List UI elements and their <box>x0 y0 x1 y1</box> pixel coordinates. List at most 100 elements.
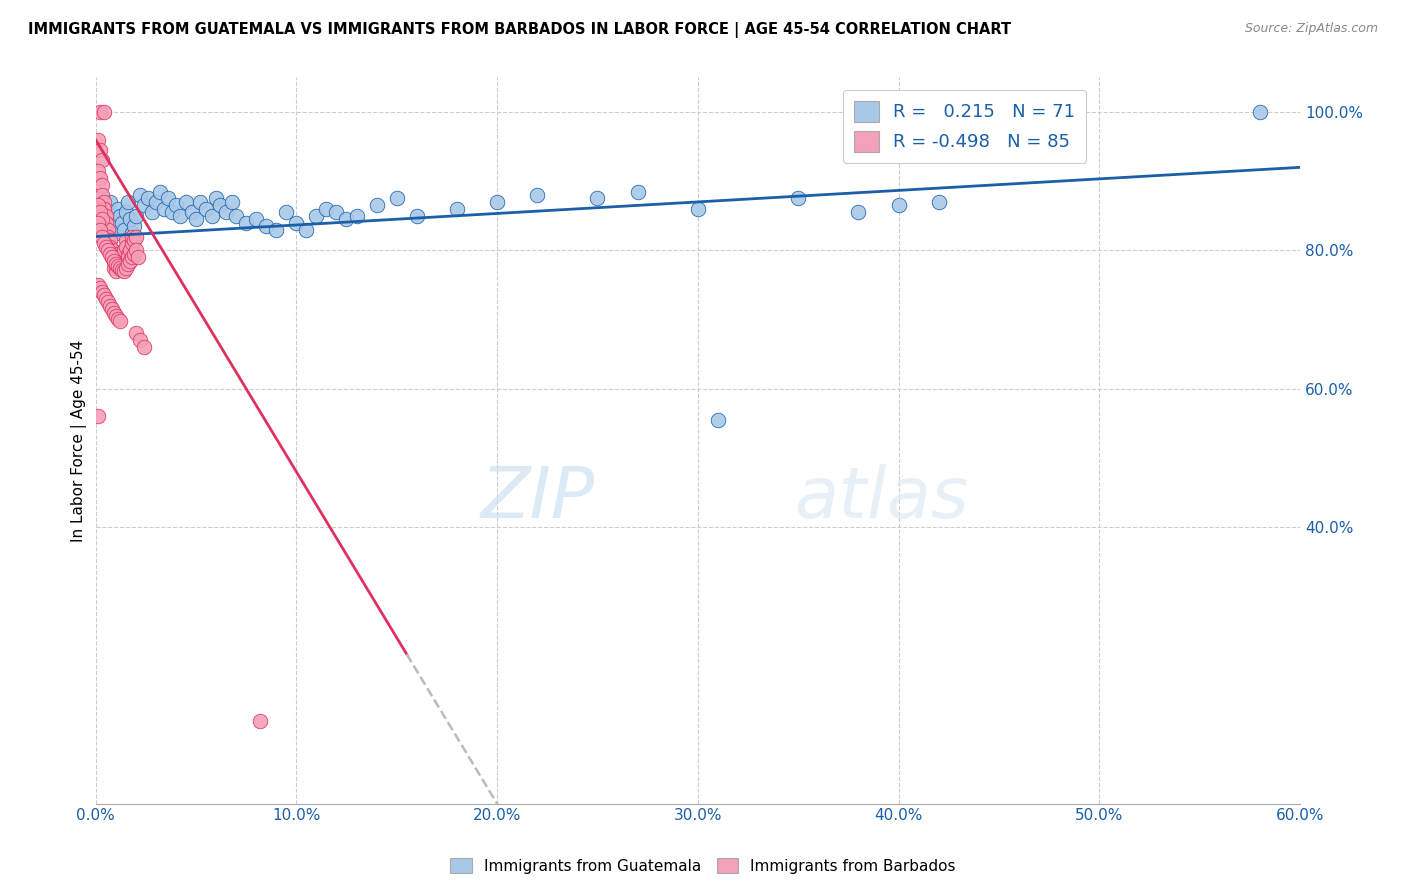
Point <box>125 209 148 223</box>
Y-axis label: In Labor Force | Age 45-54: In Labor Force | Age 45-54 <box>72 339 87 541</box>
Point <box>254 219 277 234</box>
Point <box>446 202 468 216</box>
Point <box>97 295 120 310</box>
Point <box>121 236 143 251</box>
Point <box>86 163 108 178</box>
Point <box>98 299 121 313</box>
Point <box>117 247 139 261</box>
Point <box>94 209 117 223</box>
Point <box>153 202 176 216</box>
Legend: Immigrants from Guatemala, Immigrants from Barbados: Immigrants from Guatemala, Immigrants fr… <box>444 852 962 880</box>
Point <box>149 185 172 199</box>
Point <box>90 212 112 227</box>
Point <box>285 216 308 230</box>
Point <box>111 216 134 230</box>
Point <box>104 257 127 271</box>
Point <box>89 170 111 185</box>
Point <box>276 205 298 219</box>
Point <box>93 202 115 216</box>
Point <box>89 143 111 157</box>
Point <box>121 226 143 240</box>
Point <box>107 202 129 216</box>
Point <box>121 250 143 264</box>
Point <box>93 202 115 216</box>
Point <box>184 212 207 227</box>
Point <box>117 257 139 271</box>
Point <box>93 105 115 120</box>
Point <box>686 202 709 216</box>
Point <box>100 219 122 234</box>
Point <box>181 205 204 219</box>
Point <box>586 191 609 205</box>
Point <box>366 198 388 212</box>
Point <box>125 244 148 258</box>
Point <box>1249 105 1271 120</box>
Point <box>112 250 135 264</box>
Point <box>112 222 135 236</box>
Point <box>100 302 122 317</box>
Point <box>111 253 134 268</box>
Point <box>90 153 112 168</box>
Point <box>121 229 143 244</box>
Point <box>156 191 179 205</box>
Point <box>90 285 112 299</box>
Point <box>249 714 271 728</box>
Point <box>97 205 120 219</box>
Point <box>89 105 111 120</box>
Point <box>97 244 120 258</box>
Point <box>98 247 121 261</box>
Legend: R =   0.215   N = 71, R = -0.498   N = 85: R = 0.215 N = 71, R = -0.498 N = 85 <box>842 90 1087 162</box>
Point <box>165 198 187 212</box>
Point <box>928 194 950 209</box>
Point <box>141 205 163 219</box>
Point <box>108 260 131 275</box>
Point <box>122 247 145 261</box>
Point <box>90 188 112 202</box>
Point <box>104 226 127 240</box>
Point <box>118 244 141 258</box>
Point <box>127 250 149 264</box>
Text: atlas: atlas <box>794 464 969 533</box>
Point <box>100 250 122 264</box>
Point <box>94 240 117 254</box>
Point <box>89 222 111 236</box>
Point <box>335 212 357 227</box>
Point <box>160 205 183 219</box>
Point <box>264 222 287 236</box>
Point <box>122 219 145 234</box>
Point <box>86 209 108 223</box>
Point <box>205 191 228 205</box>
Point <box>108 209 131 223</box>
Point <box>235 216 257 230</box>
Point <box>114 240 136 254</box>
Point <box>86 198 108 212</box>
Point <box>208 198 231 212</box>
Point <box>93 288 115 302</box>
Point <box>325 205 347 219</box>
Point <box>128 188 150 202</box>
Point <box>145 194 167 209</box>
Point <box>94 216 117 230</box>
Point <box>107 247 129 261</box>
Text: IMMIGRANTS FROM GUATEMALA VS IMMIGRANTS FROM BARBADOS IN LABOR FORCE | AGE 45-54: IMMIGRANTS FROM GUATEMALA VS IMMIGRANTS … <box>28 22 1011 38</box>
Point <box>221 194 243 209</box>
Point <box>100 250 122 264</box>
Point <box>887 198 910 212</box>
Point <box>89 205 111 219</box>
Point <box>128 333 150 347</box>
Point <box>405 209 427 223</box>
Point <box>100 244 122 258</box>
Point <box>118 253 141 268</box>
Point <box>132 198 155 212</box>
Point <box>103 212 125 227</box>
Point <box>114 260 136 275</box>
Point <box>93 194 115 209</box>
Point <box>98 240 121 254</box>
Point <box>225 209 247 223</box>
Point <box>112 264 135 278</box>
Point <box>104 309 127 323</box>
Point <box>125 326 148 341</box>
Point <box>89 281 111 295</box>
Point <box>707 413 730 427</box>
Point <box>90 191 112 205</box>
